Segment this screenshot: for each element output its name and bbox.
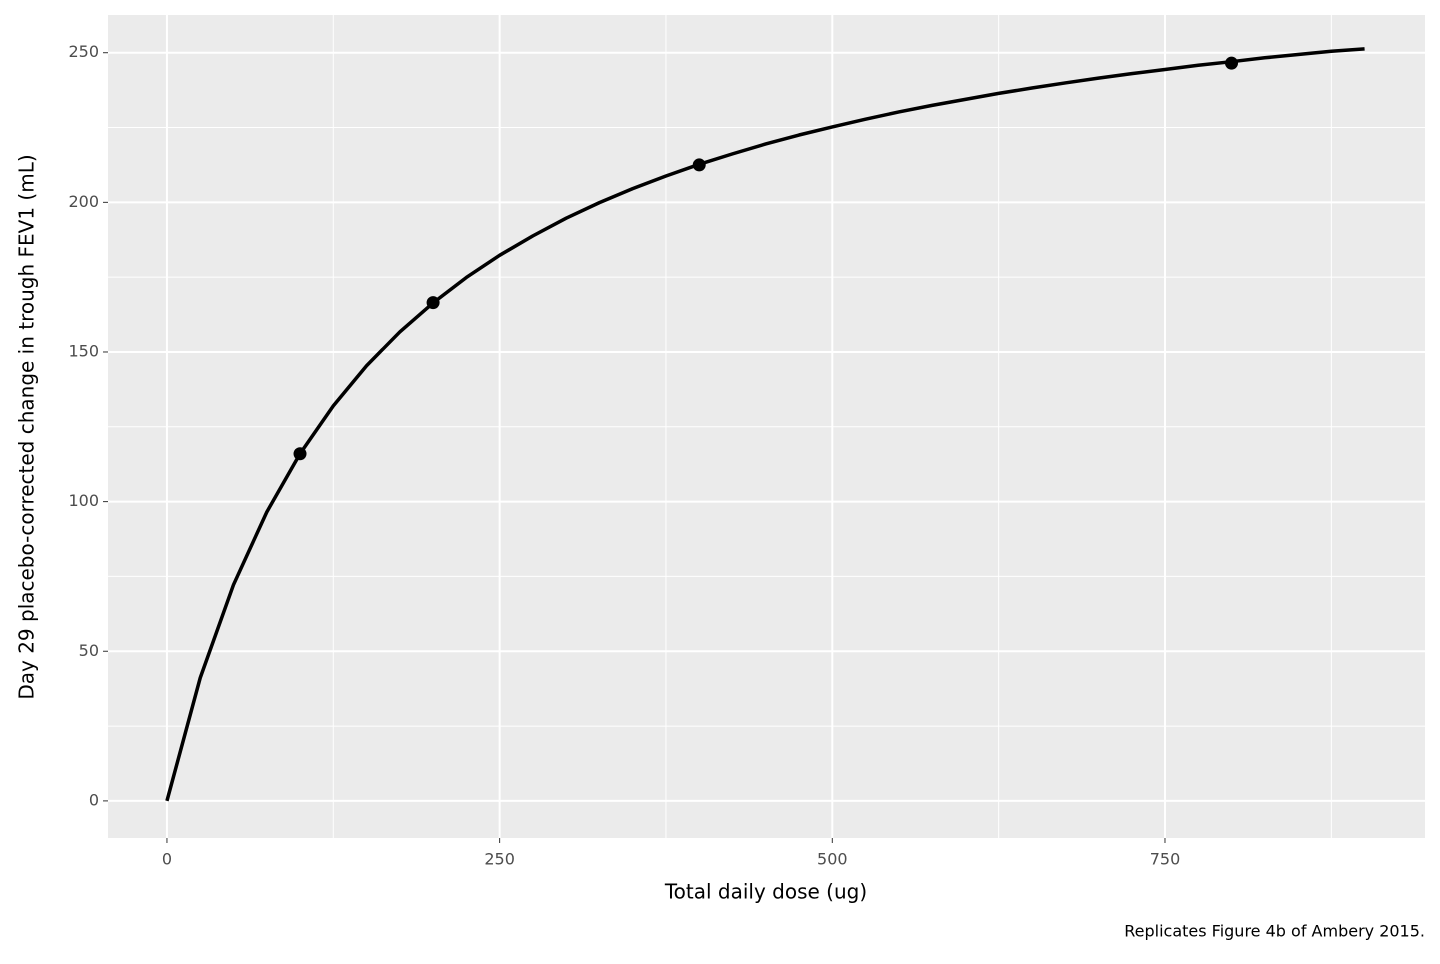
x-tick-label: 750: [1150, 850, 1181, 869]
point: [293, 447, 307, 461]
marks: [165, 47, 1365, 802]
y-tick-label: 150: [68, 341, 99, 360]
x-axis-title: Total daily dose (ug): [664, 880, 867, 904]
y-tick-label: 100: [68, 491, 99, 510]
point: [1225, 56, 1239, 70]
curve: [165, 47, 1365, 802]
caption: Replicates Figure 4b of Ambery 2015.: [1124, 922, 1425, 941]
grid: [108, 15, 1425, 838]
x-tick-label: 0: [162, 850, 172, 869]
y-tick-label: 50: [79, 641, 99, 660]
y-tick-label: 200: [68, 192, 99, 211]
point: [426, 296, 440, 310]
y-tick-label: 0: [89, 790, 99, 809]
point: [692, 158, 706, 172]
x-tick-label: 250: [484, 850, 515, 869]
x-tick-label: 500: [817, 850, 848, 869]
y-axis-title: Day 29 placebo-corrected change in troug…: [15, 154, 39, 699]
y-tick-label: 250: [68, 42, 99, 61]
